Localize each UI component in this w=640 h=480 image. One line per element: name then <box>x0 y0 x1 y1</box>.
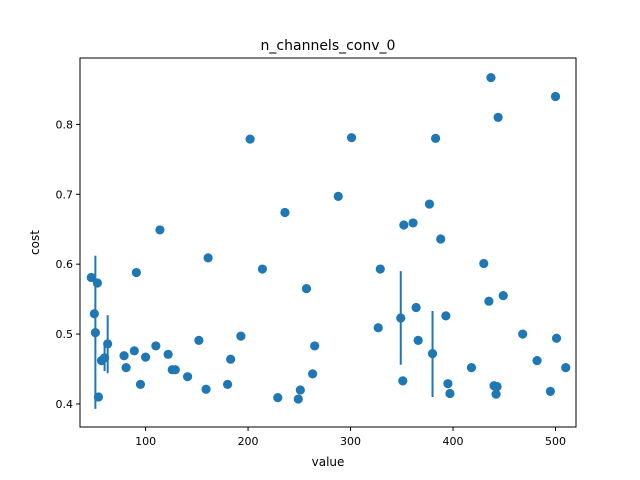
data-point <box>131 267 141 278</box>
data-point <box>551 333 562 343</box>
data-point <box>140 352 151 362</box>
data-point <box>479 258 489 269</box>
x-tick-label: 500 <box>545 435 566 448</box>
data-point <box>396 313 406 323</box>
data-point <box>491 389 501 399</box>
data-point <box>310 341 320 351</box>
data-point <box>427 349 438 359</box>
chart-title: n_channels_conv_0 <box>261 38 396 54</box>
x-tick-label: 100 <box>135 435 156 448</box>
y-tick-label: 0.5 <box>56 328 74 341</box>
plot-area-frame <box>79 57 577 428</box>
data-point <box>236 331 246 341</box>
data-point <box>561 362 571 373</box>
data-point <box>484 296 494 306</box>
data-point <box>86 272 96 283</box>
data-point <box>245 134 255 144</box>
data-point <box>293 394 303 404</box>
data-point <box>408 218 418 228</box>
data-points <box>86 72 571 409</box>
data-point <box>545 386 555 396</box>
y-tick-label: 0.7 <box>56 188 74 201</box>
x-tick-label: 300 <box>340 435 361 448</box>
data-point <box>103 339 113 349</box>
data-point <box>163 349 173 359</box>
data-point <box>498 291 508 301</box>
data-point <box>121 362 131 373</box>
data-point <box>201 384 211 394</box>
data-point <box>194 335 204 345</box>
y-axis-label: cost <box>28 230 42 255</box>
data-point <box>424 199 435 209</box>
data-point <box>90 328 100 338</box>
data-point <box>493 112 503 123</box>
data-point <box>273 393 283 403</box>
data-point <box>532 356 542 366</box>
data-point <box>373 323 383 333</box>
data-point <box>301 284 312 294</box>
data-point <box>129 346 139 356</box>
data-point <box>93 392 104 402</box>
data-point <box>550 91 561 102</box>
x-tick-label: 200 <box>238 435 259 448</box>
data-point <box>375 264 385 274</box>
x-axis-ticks: 100 200 300 400 500 <box>135 427 566 448</box>
y-tick-label: 0.8 <box>56 118 74 131</box>
data-point <box>295 385 305 395</box>
data-point <box>411 302 421 313</box>
data-point <box>308 369 318 379</box>
data-point <box>492 381 502 392</box>
x-tick-label: 400 <box>443 435 464 448</box>
x-axis-label: value <box>312 455 345 469</box>
data-point <box>333 191 343 201</box>
data-point <box>222 379 233 389</box>
data-point <box>226 354 236 364</box>
data-point <box>280 207 290 218</box>
data-point <box>151 341 161 351</box>
data-point <box>445 388 455 399</box>
data-point <box>466 362 477 373</box>
data-point <box>486 72 496 83</box>
data-point <box>443 379 453 389</box>
y-tick-label: 0.4 <box>56 398 74 411</box>
data-point <box>155 225 165 235</box>
data-point <box>170 365 180 375</box>
data-point <box>413 335 423 345</box>
data-point <box>92 278 103 288</box>
data-point <box>203 253 213 263</box>
data-point <box>346 133 357 143</box>
data-point <box>441 311 451 321</box>
data-point <box>436 234 446 244</box>
y-tick-label: 0.6 <box>56 258 74 271</box>
data-point <box>431 133 441 143</box>
data-point <box>135 379 146 389</box>
data-point <box>183 372 193 382</box>
data-point <box>399 220 409 230</box>
data-point <box>398 376 408 386</box>
data-point <box>89 309 99 319</box>
y-axis-ticks: 0.4 0.5 0.6 0.7 0.8 <box>56 118 80 411</box>
data-point <box>257 264 268 274</box>
data-point <box>119 351 129 361</box>
data-point <box>518 329 528 339</box>
